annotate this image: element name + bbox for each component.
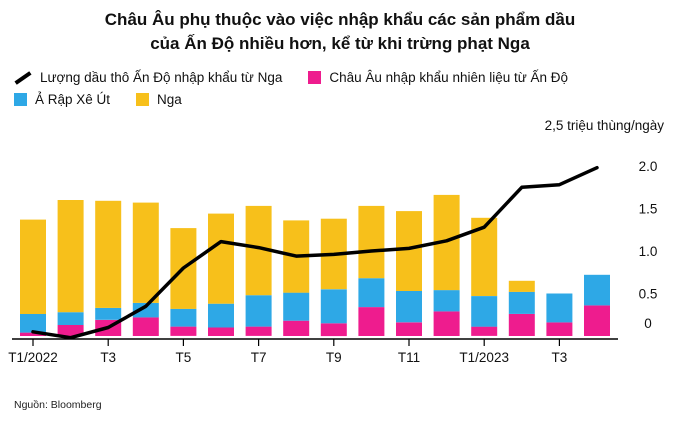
bar-russia-0 xyxy=(20,219,46,314)
bar-russia-13 xyxy=(508,280,535,292)
bar-europe-0 xyxy=(20,332,46,336)
bar-europe-1 xyxy=(57,324,84,336)
bar-russia-1 xyxy=(57,200,84,313)
bar-russia-3 xyxy=(132,202,159,303)
bar-russia-10 xyxy=(396,211,422,291)
legend-item-russia: Nga xyxy=(136,92,182,107)
bar-saudi-12 xyxy=(471,296,498,327)
y-tick-label: 0 xyxy=(644,316,652,331)
bar-europe-7 xyxy=(283,320,310,336)
bar-europe-13 xyxy=(508,313,535,336)
bar-europe-15 xyxy=(584,305,610,336)
bar-saudi-3 xyxy=(132,302,159,318)
bar-saudi-6 xyxy=(245,295,272,327)
legend-item-saudi: Ả Rập Xê Út xyxy=(14,92,110,107)
bar-europe-8 xyxy=(320,323,347,337)
y-tick-label: 0.5 xyxy=(639,287,658,302)
y-axis-unit-label: 2,5 triệu thùng/ngày xyxy=(544,118,664,133)
bar-europe-6 xyxy=(245,326,272,336)
bar-russia-9 xyxy=(358,205,385,279)
source-note: Nguồn: Bloomberg xyxy=(14,399,102,411)
bar-saudi-14 xyxy=(546,293,573,323)
bar-saudi-11 xyxy=(433,290,460,312)
bar-europe-9 xyxy=(358,307,385,336)
legend-row-1: Lượng dầu thô Ấn Độ nhập khẩu từ Nga Châ… xyxy=(14,70,594,85)
x-tick-label: T1/2022 xyxy=(8,350,58,365)
x-tick-label: T3 xyxy=(552,350,568,365)
line-series-russia-crude xyxy=(31,165,599,340)
bar-saudi-0 xyxy=(20,313,46,333)
x-tick-label: T3 xyxy=(100,350,116,365)
bar-saudi-7 xyxy=(283,292,310,321)
bar-europe-10 xyxy=(396,322,422,336)
bar-europe-14 xyxy=(546,322,573,336)
bar-europe-3 xyxy=(132,317,159,336)
legend-label-russia: Nga xyxy=(157,92,182,107)
x-tick-label: T7 xyxy=(251,350,267,365)
bar-saudi-15 xyxy=(584,274,610,306)
bar-europe-4 xyxy=(170,326,197,336)
x-tick-label: T11 xyxy=(398,350,420,365)
y-tick-label: 1.5 xyxy=(639,202,658,217)
bar-europe-11 xyxy=(433,311,460,336)
legend-label-europe: Châu Âu nhập khẩu nhiên liệu từ Ấn Độ xyxy=(329,70,569,85)
legend-label-line: Lượng dầu thô Ấn Độ nhập khẩu từ Nga xyxy=(40,70,283,85)
y-tick-label: 1.0 xyxy=(639,244,658,259)
x-tick-label: T1/2023 xyxy=(459,350,509,365)
legend-europe-swatch xyxy=(308,71,322,84)
bar-saudi-1 xyxy=(57,312,84,325)
bar-russia-2 xyxy=(95,200,122,308)
bar-saudi-10 xyxy=(396,290,422,323)
legend-saudi-swatch xyxy=(14,93,27,106)
bar-saudi-8 xyxy=(320,289,347,324)
bar-saudi-4 xyxy=(170,308,197,327)
legend-item-europe: Châu Âu nhập khẩu nhiên liệu từ Ấn Độ xyxy=(308,70,568,85)
bar-saudi-13 xyxy=(508,291,535,314)
x-tick-label: T9 xyxy=(326,350,342,365)
legend-item-line: Lượng dầu thô Ấn Độ nhập khẩu từ Nga xyxy=(14,70,282,85)
chart-title-line-2: của Ấn Độ nhiều hơn, kể từ khi trừng phạ… xyxy=(150,34,530,53)
legend-label-saudi: Ả Rập Xê Út xyxy=(35,92,111,107)
bar-saudi-9 xyxy=(358,278,385,308)
chart-title-line-1: Châu Âu phụ thuộc vào việc nhập khẩu các… xyxy=(104,10,576,29)
y-tick-label: 2.0 xyxy=(639,159,658,174)
legend-russia-swatch xyxy=(136,93,150,106)
x-tick-label: T5 xyxy=(176,350,192,365)
bar-europe-5 xyxy=(208,327,234,336)
bar-saudi-2 xyxy=(95,307,122,320)
bar-europe-12 xyxy=(471,326,498,336)
bar-russia-5 xyxy=(208,213,234,304)
bar-saudi-5 xyxy=(208,303,234,328)
legend-row-2: Ả Rập Xê Út Nga xyxy=(14,92,208,107)
